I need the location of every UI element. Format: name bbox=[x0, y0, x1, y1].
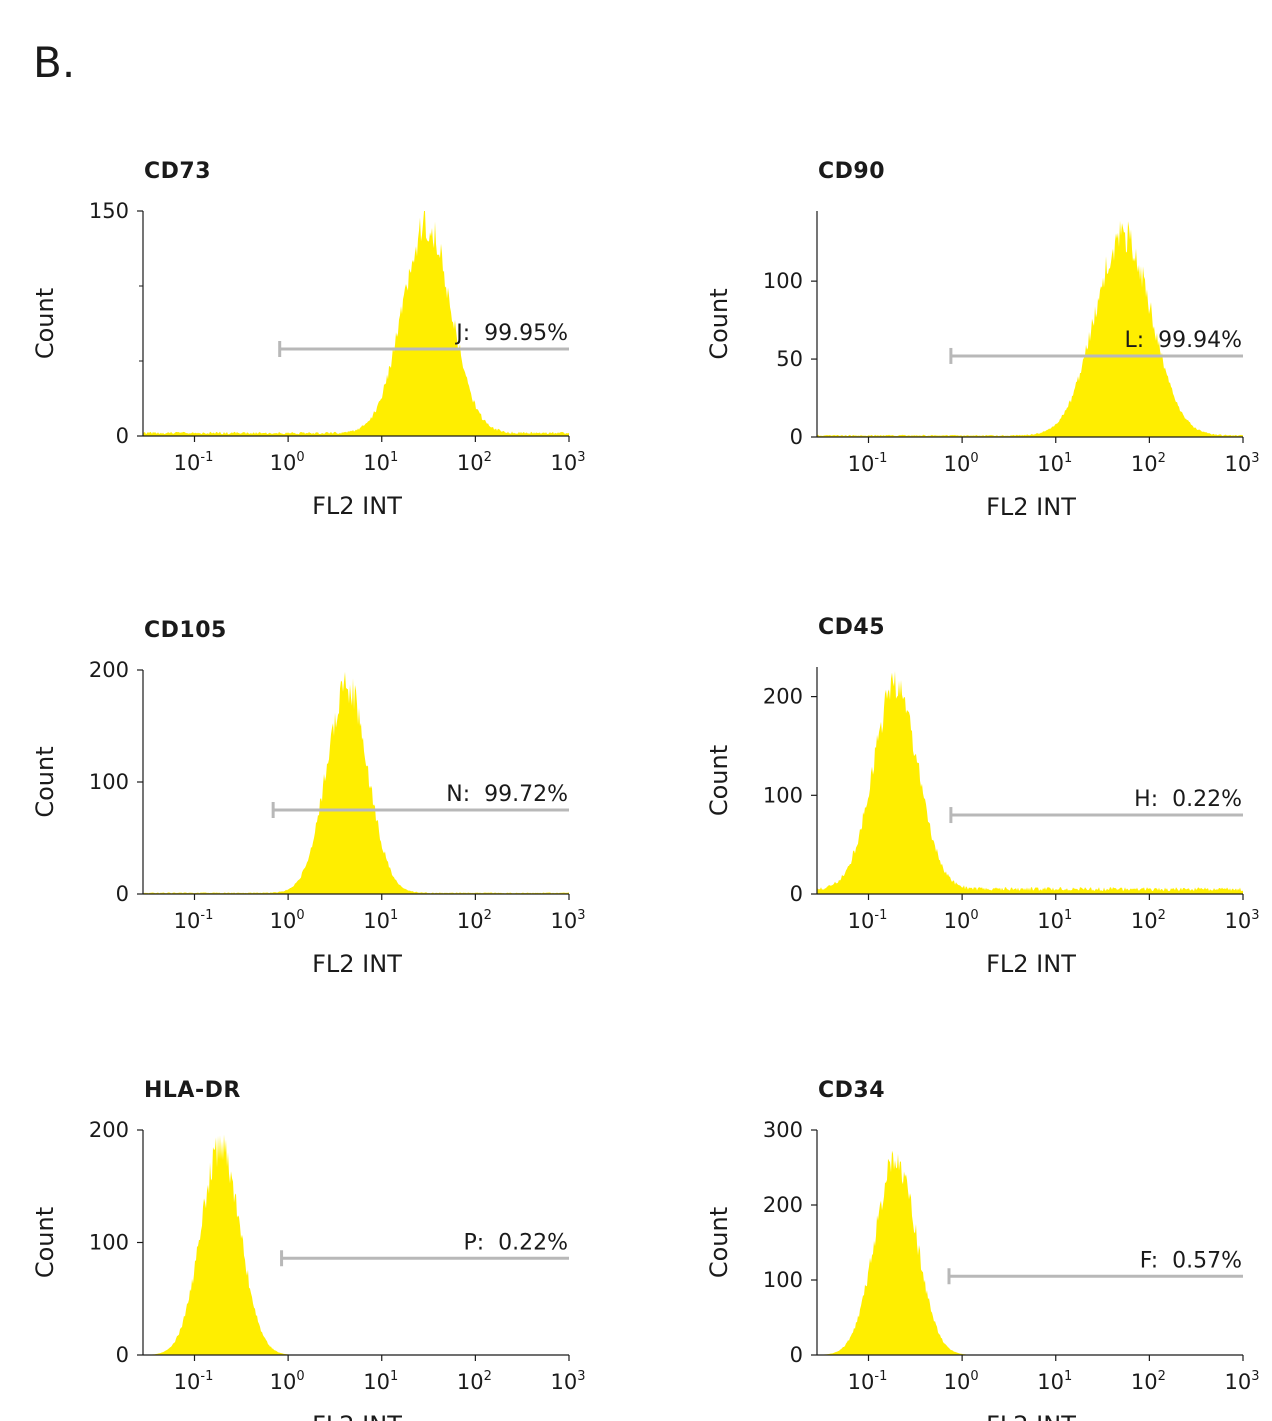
x-tick-label: 101 bbox=[1037, 1369, 1072, 1394]
y-axis-label: Count bbox=[705, 1207, 733, 1278]
x-tick-label: 102 bbox=[1131, 908, 1166, 933]
histogram-panel: CD105 0 100 200 10-1 100 101 102 103 FL2 INT Count… bbox=[31, 618, 586, 978]
y-tick-label: 0 bbox=[790, 882, 803, 906]
x-tick-label: 100 bbox=[270, 450, 305, 475]
histogram-area bbox=[817, 671, 1243, 894]
y-tick-label: 100 bbox=[763, 783, 803, 807]
x-tick-label: 100 bbox=[944, 451, 979, 476]
gate-label: F: 0.57% bbox=[1140, 1248, 1242, 1273]
histogram-area bbox=[143, 671, 569, 894]
histogram-panel: CD90 0 50 100 10-1 100 101 102 103 FL2 INT Count L:… bbox=[705, 159, 1260, 521]
x-tick-label: 100 bbox=[270, 908, 305, 933]
y-axis-label: Count bbox=[31, 288, 59, 359]
histogram-panel: CD34 0 100 200 300 10-1 100 101 102 103 FL2 INT Cou… bbox=[705, 1078, 1260, 1421]
chart-title: CD73 bbox=[144, 159, 211, 184]
x-tick-label: 103 bbox=[1224, 1369, 1259, 1394]
histogram-panel: HLA-DR 0 100 200 10-1 100 101 102 103 FL2 INT Coun… bbox=[31, 1078, 586, 1421]
y-tick-label: 150 bbox=[89, 199, 129, 223]
histogram-area bbox=[817, 1150, 1243, 1355]
y-tick-label: 0 bbox=[790, 1343, 803, 1367]
x-axis-label: FL2 INT bbox=[986, 1411, 1076, 1421]
y-tick-label: 200 bbox=[763, 685, 803, 709]
x-tick-label: 103 bbox=[550, 1369, 585, 1394]
x-tick-label: 101 bbox=[1037, 908, 1072, 933]
gate-label: J: 99.95% bbox=[454, 321, 568, 346]
x-tick-label: 101 bbox=[1037, 451, 1072, 476]
y-tick-label: 0 bbox=[116, 424, 129, 448]
y-axis-label: Count bbox=[31, 1207, 59, 1278]
x-axis-label: FL2 INT bbox=[312, 1411, 402, 1421]
histogram-panel: CD73 0 150 10-1 100 101 102 103 FL2 INT Count J: 9… bbox=[31, 159, 586, 520]
x-axis-label: FL2 INT bbox=[312, 492, 402, 520]
histogram-area bbox=[143, 211, 569, 436]
x-tick-label: 102 bbox=[457, 450, 492, 475]
gate-label: L: 99.94% bbox=[1124, 328, 1242, 353]
x-tick-label: 10-1 bbox=[174, 450, 214, 475]
y-tick-label: 100 bbox=[89, 1231, 129, 1255]
x-tick-label: 102 bbox=[457, 908, 492, 933]
gate-label: P: 0.22% bbox=[463, 1230, 568, 1255]
x-tick-label: 101 bbox=[363, 908, 398, 933]
histogram-panel: CD45 0 100 200 10-1 100 101 102 103 FL2 INT Count H… bbox=[705, 615, 1260, 978]
y-tick-label: 100 bbox=[763, 1268, 803, 1292]
gate-label: N: 99.72% bbox=[446, 782, 568, 807]
figure-label: B. bbox=[33, 38, 76, 87]
x-tick-label: 103 bbox=[550, 908, 585, 933]
x-axis-label: FL2 INT bbox=[986, 950, 1076, 978]
y-tick-label: 50 bbox=[776, 347, 803, 371]
y-tick-label: 100 bbox=[89, 770, 129, 794]
x-tick-label: 102 bbox=[1131, 451, 1166, 476]
x-tick-label: 10-1 bbox=[848, 908, 888, 933]
gate-label: H: 0.22% bbox=[1134, 787, 1242, 812]
x-axis-label: FL2 INT bbox=[986, 493, 1076, 521]
y-tick-label: 100 bbox=[763, 269, 803, 293]
y-tick-label: 200 bbox=[89, 1118, 129, 1142]
histogram-area bbox=[817, 220, 1243, 437]
x-tick-label: 10-1 bbox=[848, 1369, 888, 1394]
x-axis-label: FL2 INT bbox=[312, 950, 402, 978]
x-tick-label: 102 bbox=[457, 1369, 492, 1394]
chart-title: CD45 bbox=[818, 615, 885, 640]
y-axis-label: Count bbox=[705, 288, 733, 359]
x-tick-label: 103 bbox=[550, 450, 585, 475]
y-axis-label: Count bbox=[31, 746, 59, 817]
x-tick-label: 10-1 bbox=[174, 1369, 214, 1394]
chart-title: CD90 bbox=[818, 159, 885, 184]
chart-title: HLA-DR bbox=[144, 1078, 241, 1103]
y-tick-label: 0 bbox=[116, 1343, 129, 1367]
y-tick-label: 200 bbox=[763, 1193, 803, 1217]
chart-title: CD34 bbox=[818, 1078, 885, 1103]
y-axis-label: Count bbox=[705, 745, 733, 816]
x-tick-label: 101 bbox=[363, 450, 398, 475]
histogram-area bbox=[143, 1134, 569, 1355]
x-tick-label: 10-1 bbox=[848, 451, 888, 476]
x-tick-label: 103 bbox=[1224, 451, 1259, 476]
y-tick-label: 0 bbox=[116, 882, 129, 906]
y-tick-label: 200 bbox=[89, 658, 129, 682]
x-tick-label: 102 bbox=[1131, 1369, 1166, 1394]
y-tick-label: 300 bbox=[763, 1118, 803, 1142]
x-tick-label: 10-1 bbox=[174, 908, 214, 933]
x-tick-label: 100 bbox=[944, 908, 979, 933]
x-tick-label: 101 bbox=[363, 1369, 398, 1394]
chart-title: CD105 bbox=[144, 618, 227, 643]
x-tick-label: 100 bbox=[270, 1369, 305, 1394]
y-tick-label: 0 bbox=[790, 425, 803, 449]
x-tick-label: 103 bbox=[1224, 908, 1259, 933]
x-tick-label: 100 bbox=[944, 1369, 979, 1394]
